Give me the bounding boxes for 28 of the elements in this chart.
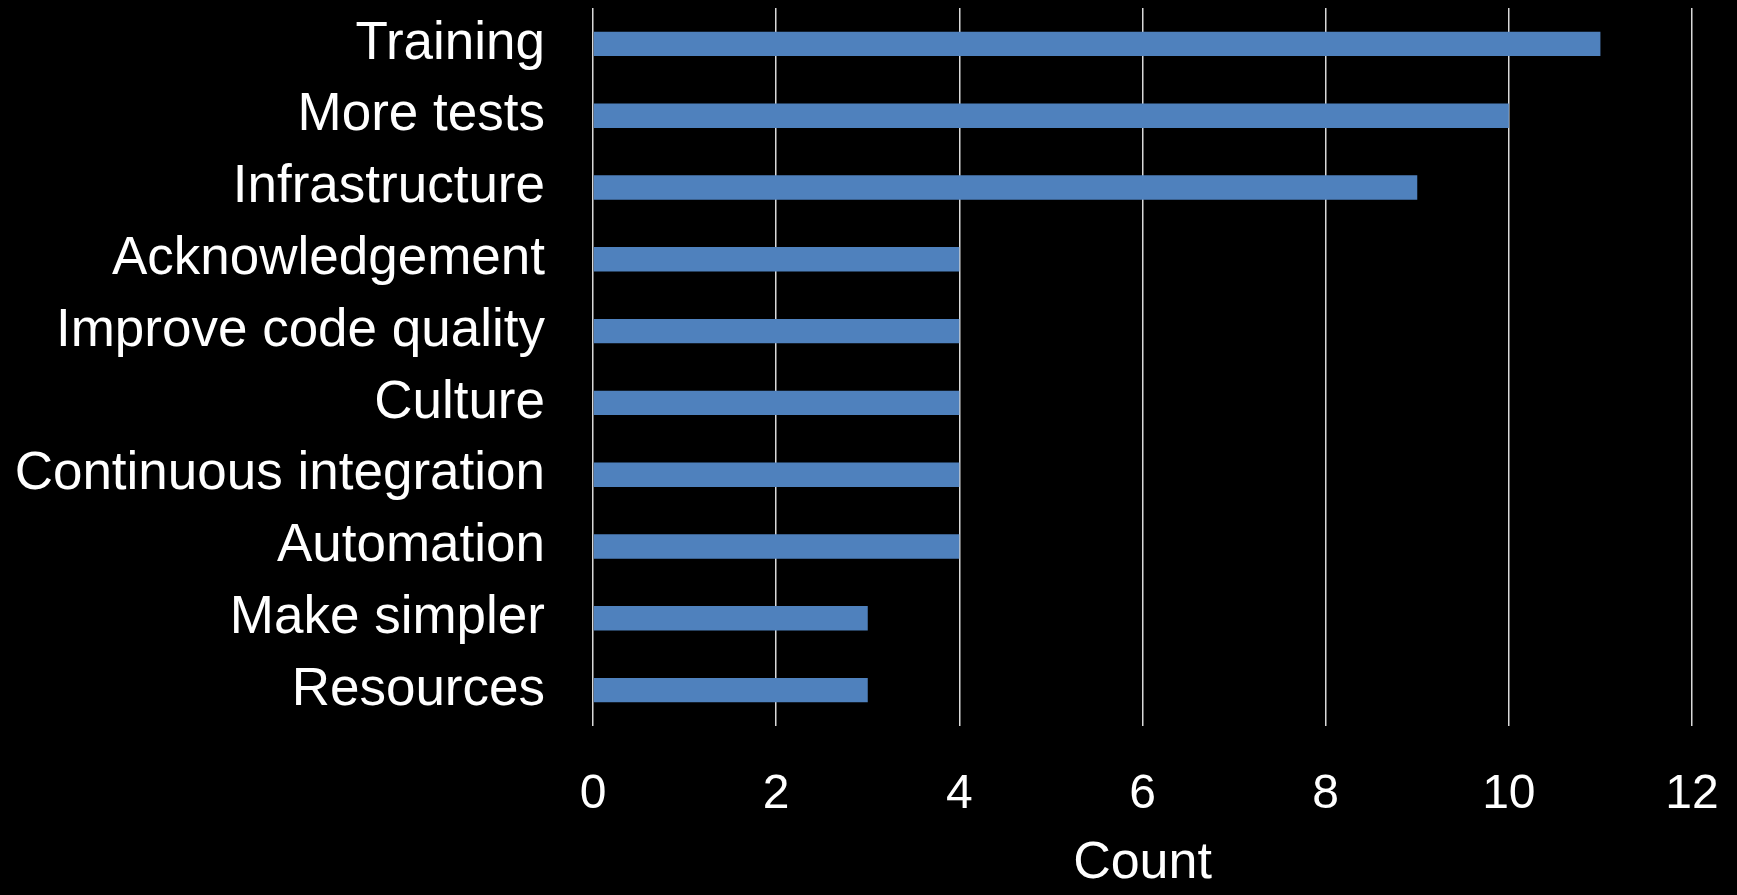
bar [593, 103, 1509, 128]
y-tick-label: More tests [297, 82, 545, 142]
x-tick-label: 0 [579, 765, 607, 819]
bar [593, 606, 868, 631]
x-tick-label: 8 [1312, 765, 1340, 819]
y-tick-label: Culture [374, 369, 545, 429]
x-tick-label: 2 [762, 765, 790, 819]
x-tick-label: 6 [1129, 765, 1156, 819]
y-tick-label: Infrastructure [232, 154, 545, 214]
y-tick-label: Resources [291, 656, 545, 716]
x-tick-label: 4 [945, 765, 973, 819]
x-tick-label: 10 [1482, 765, 1536, 819]
bar [593, 390, 960, 416]
bar [593, 318, 960, 344]
bar [593, 534, 960, 559]
bar [593, 175, 1418, 200]
x-tick-label: 12 [1665, 765, 1719, 819]
bar [593, 677, 868, 703]
y-tick-label: Automation [276, 513, 545, 573]
bar [593, 462, 960, 487]
y-tick-label: Continuous integration [14, 441, 545, 501]
y-tick-label: Acknowledgement [111, 225, 546, 285]
y-tick-label: Improve code quality [55, 297, 546, 357]
x-axis-title: Count [1073, 831, 1213, 890]
y-tick-label: Training [355, 10, 545, 70]
bar [593, 247, 960, 272]
y-tick-label: Make simpler [229, 584, 545, 644]
bar [593, 31, 1601, 57]
